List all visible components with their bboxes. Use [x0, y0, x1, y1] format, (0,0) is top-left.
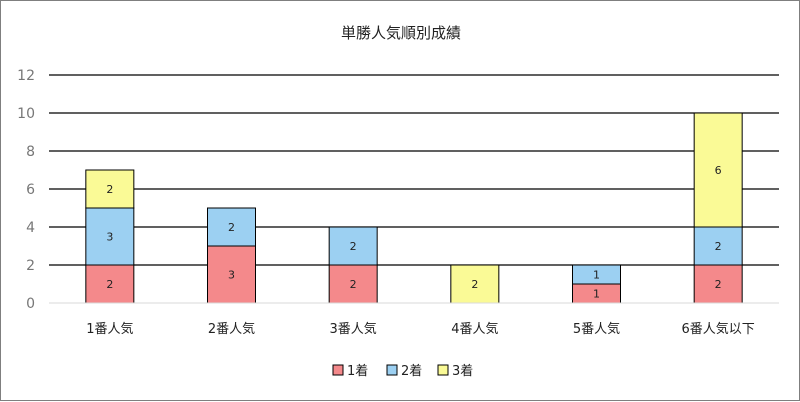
legend-swatch — [437, 364, 449, 376]
bar-segment-2着 — [85, 207, 135, 266]
data-label: 2 — [106, 183, 113, 196]
data-label: 1 — [593, 288, 600, 301]
x-axis: 1番人気 2番人気 3番人気 4番人気 5番人気 6番人気以下 — [49, 302, 779, 337]
legend-label: 1着 — [347, 363, 368, 379]
data-label: 2 — [350, 240, 357, 253]
data-label: 2 — [715, 240, 722, 253]
y-tick-label: 4 — [26, 220, 35, 236]
x-tick-label: 4番人気 — [451, 321, 498, 337]
bars: 2 3 2 3 2 2 2 2 1 1 2 2 6 — [85, 112, 743, 304]
legend-label: 2着 — [401, 363, 422, 379]
bar-segment-2着 — [572, 264, 621, 285]
data-label: 3 — [106, 231, 113, 244]
data-label: 1 — [593, 269, 600, 282]
bar-segment-3着 — [85, 169, 135, 209]
x-tick-label: 3番人気 — [330, 321, 377, 337]
bar-segment-3着 — [693, 112, 743, 228]
x-tick-label: 1番人気 — [86, 321, 133, 337]
legend-label: 3着 — [452, 363, 473, 379]
y-tick-label: 10 — [17, 106, 35, 122]
data-label: 2 — [106, 278, 113, 291]
y-axis: 0 2 4 6 8 10 12 — [17, 68, 35, 312]
data-label: 3 — [228, 269, 235, 282]
bar-segment-2着 — [693, 226, 743, 266]
data-label: 2 — [715, 278, 722, 291]
bar-segment-1着 — [328, 264, 378, 304]
legend-swatch — [332, 364, 344, 376]
bar-segment-2着 — [207, 207, 256, 247]
y-tick-label: 2 — [26, 258, 35, 274]
data-label: 6 — [715, 164, 722, 177]
data-label: 2 — [228, 221, 235, 234]
x-tick-label: 6番人気以下 — [682, 321, 755, 337]
gridlines — [49, 74, 779, 266]
legend-swatch — [386, 364, 398, 376]
bar-segment-2着 — [328, 226, 378, 266]
bar-segment-3着 — [450, 264, 500, 304]
y-tick-label: 6 — [26, 182, 35, 198]
legend: 1着 2着 3着 — [332, 363, 473, 379]
y-tick-label: 12 — [17, 68, 35, 84]
chart-title: 単勝人気順別成績 — [341, 24, 461, 42]
data-label: 2 — [471, 278, 478, 291]
x-tick-label: 5番人気 — [573, 321, 620, 337]
data-label: 2 — [350, 278, 357, 291]
x-tick-label: 2番人気 — [208, 321, 255, 337]
y-tick-label: 8 — [26, 144, 35, 160]
y-tick-label: 0 — [26, 296, 35, 312]
